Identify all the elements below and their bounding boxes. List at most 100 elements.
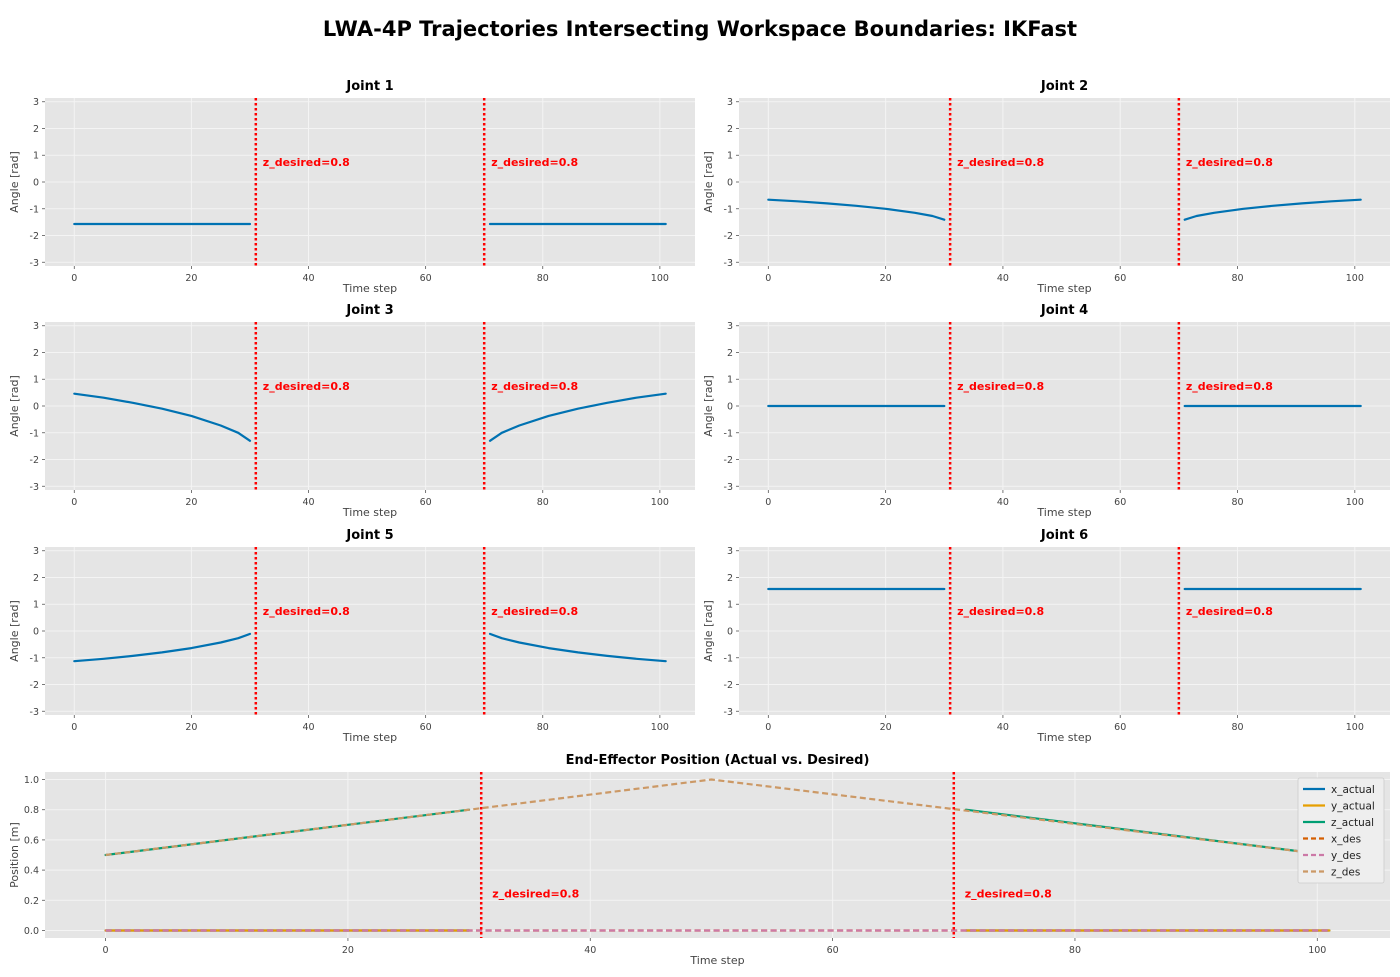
x-tick-label: 60 — [1114, 273, 1126, 284]
x-tick-label: 100 — [1346, 722, 1364, 733]
boundary-annotation: z_desired=0.8 — [957, 380, 1044, 393]
y-axis-label: Angle [rad] — [702, 375, 715, 437]
y-tick-label: -2 — [724, 231, 733, 242]
y-axis-label: Position [m] — [8, 822, 21, 888]
x-tick-label: 80 — [1231, 273, 1243, 284]
y-tick-label: 2 — [33, 348, 39, 359]
x-axis-label: Time step — [1036, 731, 1091, 744]
x-tick-label: 100 — [651, 497, 669, 508]
x-tick-label: 0 — [71, 273, 77, 284]
x-tick-label: 20 — [185, 497, 197, 508]
subplot-5: 0 20 40 60 80 100 3 2 1 0 -1 -2 -3 Joint 5 Time step An… — [8, 528, 695, 744]
y-tick-label: -2 — [724, 680, 733, 691]
subplot-title: Joint 5 — [345, 528, 393, 543]
y-tick-label: 3 — [727, 546, 733, 557]
x-tick-label: 20 — [185, 722, 197, 733]
y-tick-label: 0 — [727, 178, 733, 189]
x-tick-label: 0 — [765, 722, 771, 733]
y-tick-label: 3 — [33, 546, 39, 557]
boundary-annotation: z_desired=0.8 — [263, 156, 350, 169]
boundary-annotation: z_desired=0.8 — [957, 605, 1044, 618]
x-tick-label: 20 — [880, 273, 892, 284]
boundary-annotation: z_desired=0.8 — [263, 380, 350, 393]
y-tick-label: -2 — [30, 455, 39, 466]
boundary-annotation: z_desired=0.8 — [491, 156, 578, 169]
x-tick-label: 20 — [342, 945, 354, 956]
y-tick-label: 3 — [727, 97, 733, 108]
x-axis-label: Time step — [342, 506, 397, 519]
y-tick-label: 1 — [33, 151, 39, 162]
x-tick-label: 100 — [651, 273, 669, 284]
y-tick-label: -1 — [30, 653, 39, 664]
x-tick-label: 100 — [1346, 273, 1364, 284]
boundary-annotation: z_desired=0.8 — [263, 605, 350, 618]
figure-title: LWA-4P Trajectories Intersecting Workspa… — [323, 17, 1077, 41]
series-line-joint-angle — [488, 632, 667, 663]
y-tick-label: 1 — [33, 600, 39, 611]
x-axis-label: Time step — [342, 282, 397, 295]
y-tick-label: -1 — [724, 428, 733, 439]
y-tick-label: -3 — [30, 258, 39, 269]
legend-label: x_actual — [1331, 784, 1375, 796]
x-tick-label: 0 — [103, 945, 109, 956]
x-tick-label: 40 — [302, 273, 314, 284]
x-tick-label: 80 — [1231, 722, 1243, 733]
y-axis-label: Angle [rad] — [702, 151, 715, 213]
x-tick-label: 60 — [420, 497, 432, 508]
x-tick-label: 20 — [185, 273, 197, 284]
x-tick-label: 0 — [71, 497, 77, 508]
legend-frame — [1297, 777, 1385, 884]
y-tick-label: -1 — [30, 428, 39, 439]
x-tick-label: 20 — [880, 497, 892, 508]
subplot-7: 0 20 40 60 80 100 1.0 0.8 0.6 0.4 0.2 0.0 End-Effect… — [8, 753, 1390, 967]
y-tick-label: -3 — [724, 482, 733, 493]
subplot-2: 0 20 40 60 80 100 3 2 1 0 -1 -2 -3 Joint 2 Time step An… — [702, 79, 1390, 295]
legend-label: z_des — [1331, 866, 1360, 878]
series-line-joint-angle — [488, 392, 667, 442]
x-tick-label: 80 — [537, 722, 549, 733]
x-tick-label: 40 — [584, 945, 596, 956]
y-tick-label: 3 — [33, 321, 39, 332]
y-tick-label: 0 — [33, 178, 39, 189]
x-axis-label: Time step — [689, 954, 744, 967]
subplot-1: 0 20 40 60 80 100 3 2 1 0 -1 -2 -3 Joint 1 Time step An… — [8, 79, 695, 295]
x-tick-label: 80 — [1231, 497, 1243, 508]
boundary-annotation: z_desired=0.8 — [957, 156, 1044, 169]
subplot-title: End-Effector Position (Actual vs. Desire… — [566, 753, 870, 768]
x-tick-label: 40 — [997, 497, 1009, 508]
x-tick-label: 0 — [765, 273, 771, 284]
y-tick-label: 0 — [33, 627, 39, 638]
y-tick-label: -3 — [30, 482, 39, 493]
y-tick-label: -3 — [30, 707, 39, 718]
y-tick-label: 1 — [727, 375, 733, 386]
boundary-annotation: z_desired=0.8 — [1186, 605, 1273, 618]
y-tick-label: -3 — [724, 258, 733, 269]
y-tick-label: -1 — [30, 204, 39, 215]
y-tick-label: -3 — [724, 707, 733, 718]
x-tick-label: 20 — [880, 722, 892, 733]
legend-label: y_des — [1331, 850, 1361, 862]
y-tick-label: 2 — [727, 573, 733, 584]
legend-label: x_des — [1331, 833, 1361, 845]
subplot-title: Joint 2 — [1040, 79, 1088, 94]
y-tick-label: -2 — [30, 231, 39, 242]
y-tick-label: -2 — [30, 680, 39, 691]
y-tick-label: 0.6 — [24, 835, 39, 846]
y-tick-label: 2 — [727, 124, 733, 135]
y-tick-label: 3 — [33, 97, 39, 108]
y-tick-label: 1 — [727, 600, 733, 611]
y-tick-label: 0.4 — [24, 866, 39, 877]
y-axis-label: Angle [rad] — [8, 375, 21, 437]
y-tick-label: -1 — [724, 204, 733, 215]
boundary-annotation: z_desired=0.8 — [1186, 156, 1273, 169]
y-tick-label: 0.0 — [24, 926, 39, 937]
y-tick-label: 1 — [727, 151, 733, 162]
x-tick-label: 80 — [537, 273, 549, 284]
y-tick-label: 0 — [33, 402, 39, 413]
y-tick-label: 0.2 — [24, 896, 39, 907]
y-tick-label: 2 — [33, 573, 39, 584]
y-axis-label: Angle [rad] — [8, 151, 21, 213]
subplot-title: Joint 6 — [1040, 528, 1088, 543]
